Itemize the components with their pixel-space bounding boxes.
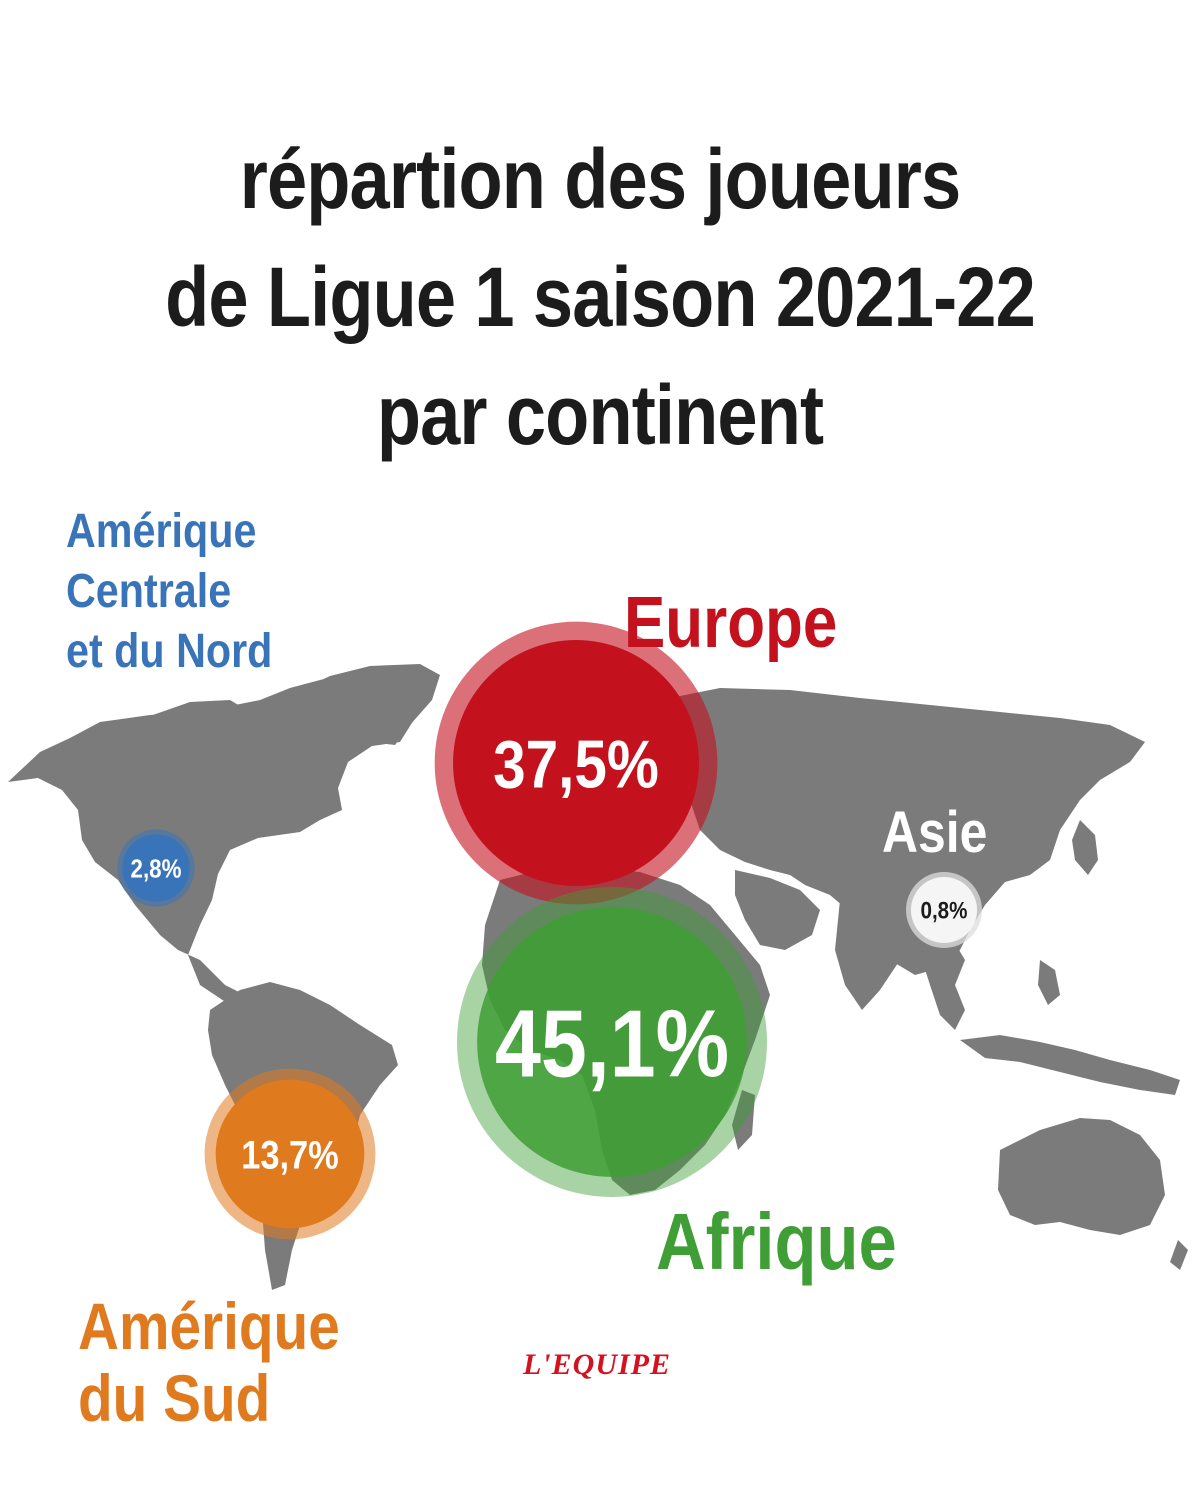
- bubble-europe: 37,5%: [434, 621, 718, 905]
- asia-share-value: 0,8%: [920, 897, 967, 924]
- greenland-landmass: [300, 664, 440, 745]
- title-line-1: répartion des joueurs: [239, 132, 961, 226]
- south-america-bubble-core: [215, 1079, 365, 1229]
- north-america-label: Amérique Centrale et du Nord: [66, 502, 272, 682]
- north-america-label-line-2: Centrale: [66, 565, 232, 618]
- south-america-share-value: 13,7%: [241, 1132, 339, 1177]
- north-america-label-line-3: et du Nord: [66, 625, 273, 678]
- share-bubbles: 37,5% 45,1% 13,7% 2,8% 0,8%: [117, 621, 982, 1240]
- madagascar-landmass: [732, 1090, 755, 1150]
- asia-landmass: [660, 688, 1145, 975]
- new-zealand-landmass: [1170, 1240, 1188, 1270]
- indonesia-landmass: [960, 1035, 1180, 1095]
- page-title: répartion des joueurs de Ligue 1 saison …: [84, 120, 1116, 474]
- asia-bubble-core: [910, 876, 978, 944]
- south-america-label-line-2: du Sud: [78, 1361, 271, 1435]
- asia-label: Asie: [882, 800, 988, 865]
- lequipe-logo: L'EQUIPE: [512, 1338, 682, 1394]
- japan-landmass: [1072, 820, 1098, 875]
- arabia-landmass: [735, 870, 820, 950]
- india-landmass: [835, 900, 900, 1010]
- africa-bubble-core: [477, 907, 747, 1177]
- north-america-share-value: 2,8%: [131, 855, 182, 884]
- bubble-north-america: 2,8%: [117, 829, 195, 907]
- title-line-2: de Ligue 1 saison 2021-22: [165, 250, 1036, 344]
- bubble-asia: 0,8%: [906, 872, 982, 948]
- south-america-label: Amérique du Sud: [78, 1290, 340, 1434]
- southeast-asia-landmass: [920, 930, 965, 1030]
- africa-label: Afrique: [656, 1197, 897, 1286]
- title-line-3: par continent: [376, 368, 824, 462]
- north-america-landmass: [8, 670, 420, 1010]
- logo-text: L'EQUIPE: [522, 1348, 671, 1381]
- bubble-south-america: 13,7%: [204, 1068, 376, 1240]
- europe-bubble-core: [453, 640, 699, 886]
- europe-share-value: 37,5%: [493, 727, 659, 802]
- philippines-landmass: [1038, 960, 1060, 1005]
- north-america-label-line-1: Amérique: [66, 505, 257, 558]
- arctic-islands: [150, 700, 250, 724]
- north-america-bubble-core: [122, 834, 190, 902]
- australia-landmass: [998, 1118, 1165, 1235]
- europe-label: Europe: [624, 583, 838, 663]
- south-america-label-line-1: Amérique: [78, 1289, 340, 1363]
- bubble-africa: 45,1%: [457, 887, 767, 1197]
- africa-share-value: 45,1%: [495, 990, 729, 1097]
